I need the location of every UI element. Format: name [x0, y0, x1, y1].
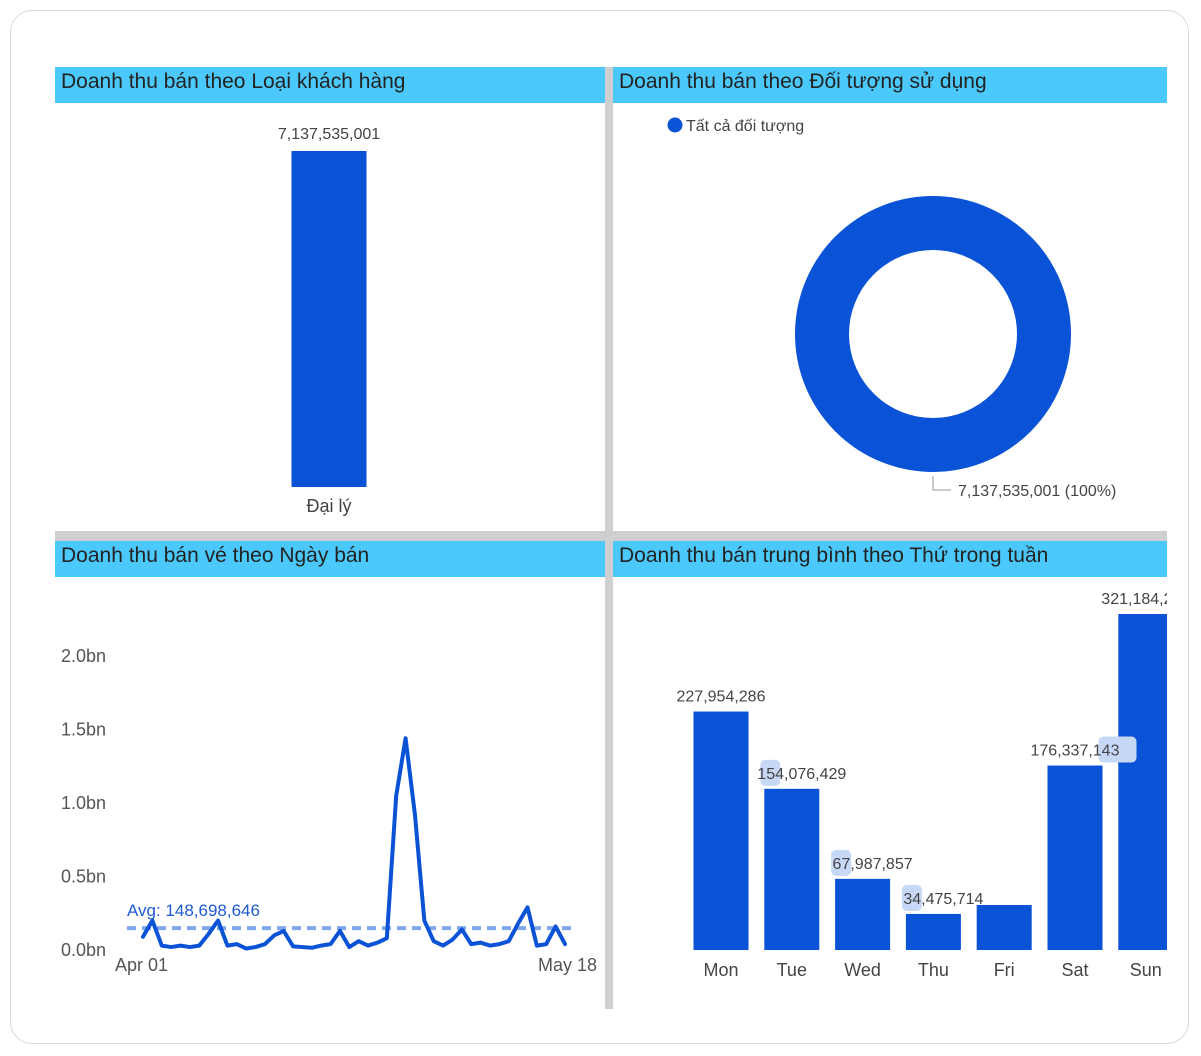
bar-thu: [905, 913, 961, 950]
y-tick-label: 2.0bn: [61, 646, 106, 666]
bar-tue: [764, 788, 820, 950]
panel-title-sales-date: Doanh thu bán vé theo Ngày bán: [55, 541, 605, 577]
data-label-backing: [760, 759, 781, 786]
x-tick-label: Đại lý: [306, 496, 351, 516]
panel-sales-date[interactable]: Doanh thu bán vé theo Ngày bán 0.0bn 0.5b…: [55, 541, 605, 1009]
x-tick-label-end: May 18: [538, 955, 597, 975]
y-tick-label: 0.0bn: [61, 940, 106, 960]
donut-data-label: 7,137,535,001 (100%): [958, 483, 1116, 500]
panel-title-customer-type: Doanh thu bán theo Loại khách hàng: [55, 67, 605, 103]
legend-marker: [667, 117, 683, 133]
bar-sat: [1047, 765, 1103, 950]
panel-title-usage-target: Doanh thu bán theo Đối tượng sử dụng: [613, 67, 1167, 103]
bar-data-label: 154,076,429: [757, 766, 846, 783]
bar-sun: [1118, 614, 1167, 950]
x-tick-label: Sat: [1061, 960, 1088, 980]
bar-fri: [976, 905, 1032, 950]
sales-date-line-chart[interactable]: 0.0bn 0.5bn 1.0bn 1.5bn 2.0bn Avg: 148,698,64…: [55, 541, 605, 1009]
x-tick-label: Thu: [918, 960, 949, 980]
bar-data-label: 67,987,857: [833, 856, 913, 873]
data-label-backing: [901, 884, 922, 911]
average-label: Avg: 148,698,646: [127, 901, 260, 920]
x-tick-label-start: Apr 01: [115, 955, 168, 975]
x-tick-label: Sun: [1130, 960, 1162, 980]
bar-data-label: 7,137,535,001: [278, 126, 380, 143]
panel-title-weekday: Doanh thu bán trung bình theo Thứ trong …: [613, 541, 1167, 577]
donut-leader-line: [932, 476, 951, 491]
usage-target-donut-chart[interactable]: Tất cả đối tượng 7,137,535,001 (100%): [613, 67, 1167, 531]
panel-customer-type[interactable]: Doanh thu bán theo Loại khách hàng 7,137…: [55, 67, 605, 531]
bar-data-label: 34,475,714: [903, 891, 983, 908]
weekday-bar-chart[interactable]: Mon Tue Wed Thu Fri Sat Sun 227,954,286 154,076,…: [613, 541, 1167, 1009]
y-tick-label: 1.5bn: [61, 720, 106, 740]
x-tick-label: Tue: [777, 960, 807, 980]
bar-đại-lý: [291, 151, 367, 487]
y-tick-label: 0.5bn: [61, 867, 106, 887]
customer-type-bar-chart[interactable]: 7,137,535,001 Đại lý: [55, 67, 605, 531]
legend-label: Tất cả đối tượng: [686, 118, 804, 135]
x-tick-label: Fri: [994, 960, 1015, 980]
revenue-series-line: [141, 736, 567, 951]
data-label-backing: [1098, 736, 1137, 763]
panel-usage-target[interactable]: Doanh thu bán theo Đối tượng sử dụng Tất…: [613, 67, 1167, 531]
bar-data-label: 227,954,286: [677, 689, 766, 706]
bar-mon: [693, 711, 749, 950]
dashboard-grid: Doanh thu bán theo Loại khách hàng 7,137…: [55, 67, 1167, 1009]
y-tick-label: 1.0bn: [61, 793, 106, 813]
x-tick-label: Mon: [703, 960, 738, 980]
bar-data-label: 176,337,143: [1031, 743, 1120, 760]
donut-slice-0: [795, 196, 1071, 472]
bar-wed: [835, 878, 891, 950]
dashboard-card: Doanh thu bán theo Loại khách hàng 7,137…: [10, 10, 1189, 1044]
x-tick-label: Wed: [844, 960, 881, 980]
panel-weekday[interactable]: Doanh thu bán trung bình theo Thứ trong …: [613, 541, 1167, 1009]
data-label-backing: [831, 849, 852, 876]
bar-data-label: 321,184,286: [1101, 591, 1167, 608]
